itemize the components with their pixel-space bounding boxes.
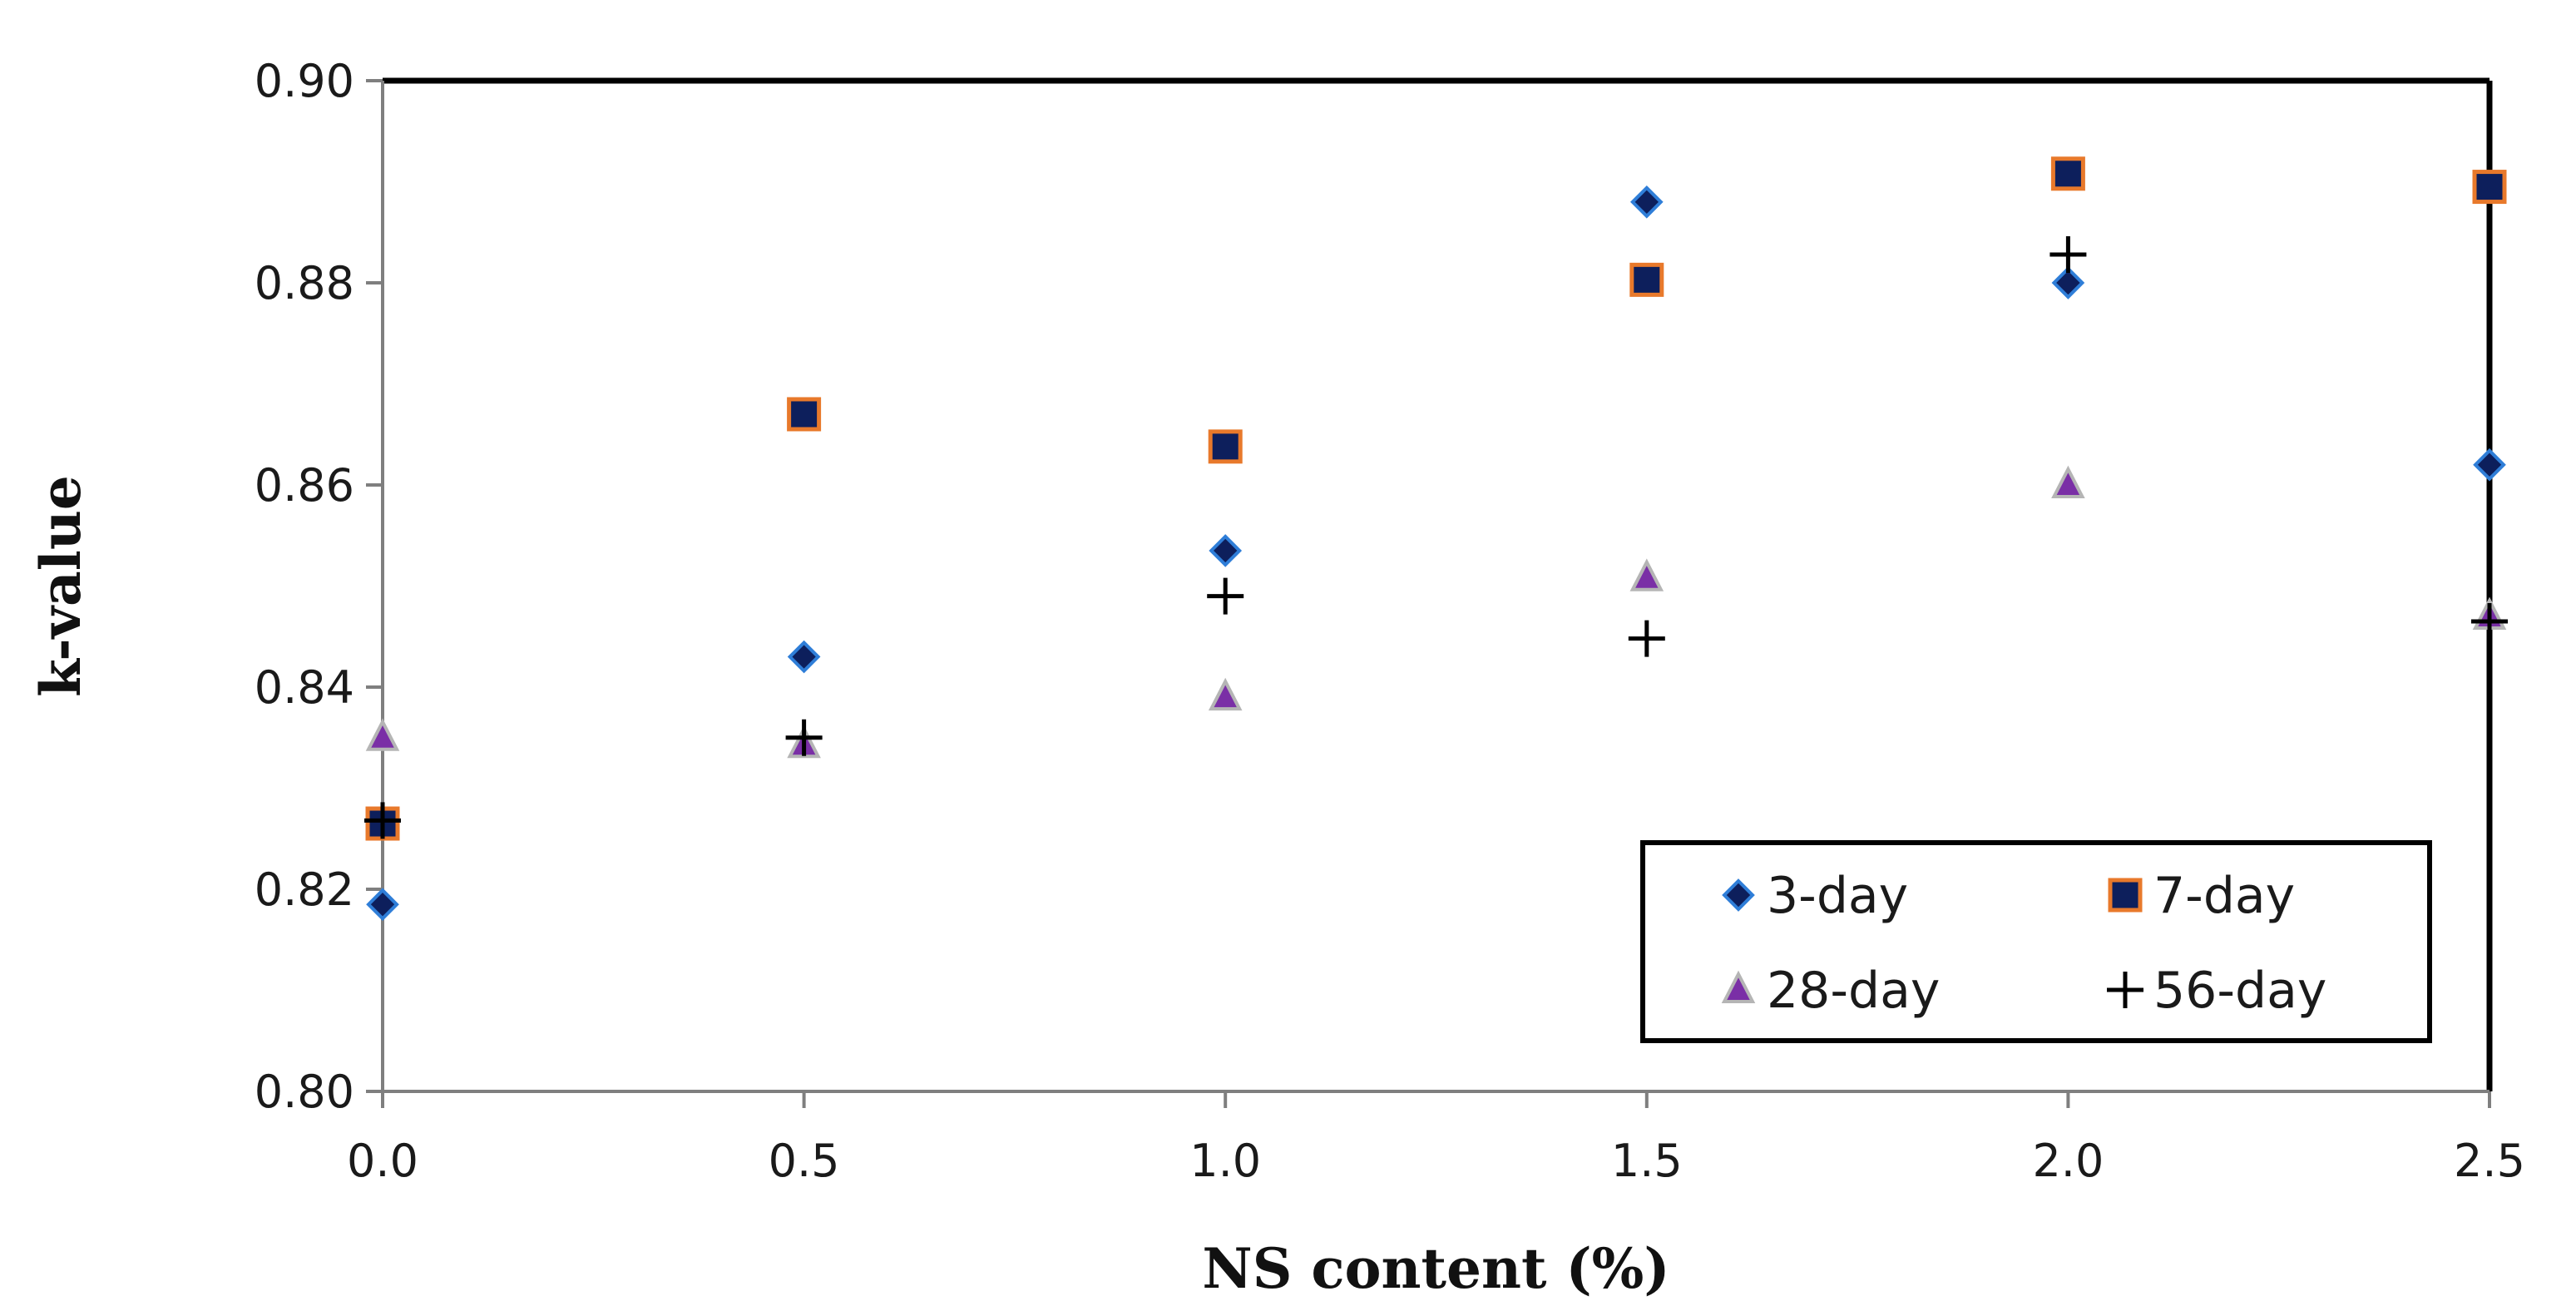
- x-tick-label: 1.0: [1189, 1135, 1261, 1187]
- legend-marker-56-day: [2107, 972, 2143, 1008]
- y-tick-label: 0.84: [255, 661, 354, 714]
- x-tick-label: 2.5: [2454, 1135, 2525, 1187]
- y-tick-label: 0.90: [255, 55, 354, 107]
- legend-label-3-day: 3-day: [1767, 867, 1908, 925]
- legend-marker-3-day: [1722, 878, 1755, 912]
- y-tick-label: 0.86: [255, 459, 354, 512]
- point-28-day: [2051, 465, 2085, 498]
- legend-label-28-day: 28-day: [1767, 962, 1940, 1020]
- y-axis-title: k-value: [28, 475, 93, 697]
- point-56-day: [2049, 235, 2087, 273]
- point-7-day: [1629, 262, 1664, 297]
- y-tick-label: 0.82: [255, 863, 354, 916]
- point-56-day: [2471, 603, 2508, 641]
- legend-box: [1640, 840, 2432, 1043]
- data-points: [364, 156, 2508, 922]
- y-tick-label: 0.80: [255, 1066, 354, 1118]
- legend-label-7-day: 7-day: [2153, 867, 2295, 925]
- point-7-day: [2050, 156, 2085, 191]
- y-tick-label: 0.88: [255, 257, 354, 309]
- point-3-day: [2051, 266, 2085, 299]
- legend-label-56-day: 56-day: [2153, 962, 2326, 1020]
- x-tick-label: 0.0: [347, 1135, 418, 1187]
- point-3-day: [366, 888, 399, 922]
- point-3-day: [2473, 448, 2506, 482]
- plot-area: [381, 77, 2493, 1093]
- legend-marker-28-day: [1721, 970, 1756, 1003]
- point-7-day: [1208, 429, 1243, 464]
- point-3-day: [787, 640, 821, 674]
- point-56-day: [1207, 577, 1244, 615]
- point-7-day: [2472, 170, 2507, 205]
- point-7-day: [787, 397, 822, 432]
- point-28-day: [1208, 677, 1243, 711]
- point-56-day: [1628, 620, 1665, 657]
- x-axis-ticks: 0.0 0.5 1.0 1.5 2.0 2.5: [347, 1091, 2525, 1187]
- point-3-day: [1209, 534, 1243, 567]
- legend: 3-day 7-day 28-day 56-day: [1640, 840, 2432, 1043]
- point-56-day: [364, 802, 401, 839]
- x-tick-label: 0.5: [769, 1135, 840, 1187]
- x-tick-label: 1.5: [1611, 1135, 1683, 1187]
- y-axis-ticks: 0.80 0.82 0.84 0.86 0.88 0.90: [255, 55, 383, 1118]
- point-56-day: [785, 719, 823, 756]
- x-axis-title: NS content (%): [1202, 1236, 1669, 1301]
- x-tick-label: 2.0: [2032, 1135, 2104, 1187]
- point-28-day: [365, 718, 400, 751]
- legend-marker-7-day: [2108, 878, 2143, 913]
- point-3-day: [1629, 185, 1664, 219]
- point-28-day: [1629, 558, 1664, 591]
